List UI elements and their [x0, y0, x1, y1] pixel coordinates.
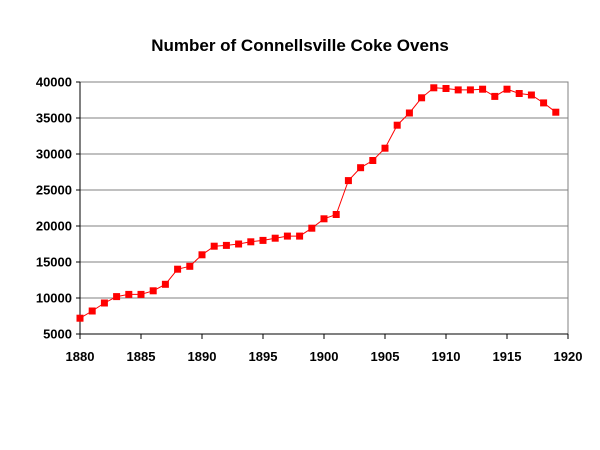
- data-point: [283, 232, 291, 240]
- y-tick-label: 30000: [36, 147, 72, 162]
- x-tick-label: 1885: [127, 349, 156, 364]
- y-tick-label: 10000: [36, 291, 72, 306]
- data-point: [186, 262, 194, 270]
- data-point: [381, 144, 389, 152]
- gridlines: [80, 81, 568, 335]
- data-point: [76, 314, 84, 322]
- data-point: [454, 86, 462, 94]
- data-point: [113, 293, 121, 301]
- x-tick-label: 1900: [310, 349, 339, 364]
- data-point: [210, 242, 218, 250]
- data-point: [88, 307, 96, 315]
- data-point: [271, 234, 279, 242]
- data-point: [174, 265, 182, 273]
- y-tick-label: 5000: [43, 327, 72, 342]
- data-point: [259, 236, 267, 244]
- x-tick-label: 1915: [493, 349, 522, 364]
- data-point: [491, 92, 499, 100]
- data-point: [161, 280, 169, 288]
- x-tick-label: 1910: [432, 349, 461, 364]
- series-line: [79, 87, 557, 319]
- data-point: [125, 290, 133, 298]
- data-point: [320, 215, 328, 223]
- x-tick-label: 1920: [554, 349, 583, 364]
- y-tick-label: 35000: [36, 111, 72, 126]
- data-point: [357, 164, 365, 172]
- x-tick-label: 1880: [66, 349, 95, 364]
- series-layer: [76, 84, 560, 322]
- data-point: [515, 90, 523, 97]
- y-tick-label: 15000: [36, 255, 72, 270]
- y-tick-label: 40000: [36, 75, 72, 90]
- data-point: [418, 94, 426, 102]
- data-point: [405, 109, 413, 117]
- x-tick-label: 1905: [371, 349, 400, 364]
- y-tick-label: 20000: [36, 219, 72, 234]
- data-point: [308, 224, 316, 232]
- data-point: [393, 121, 401, 129]
- plot-area: [79, 81, 569, 335]
- data-point: [149, 287, 157, 295]
- data-point: [344, 177, 352, 185]
- data-point: [479, 85, 487, 93]
- data-point: [137, 290, 145, 298]
- data-point: [552, 108, 560, 116]
- data-point: [100, 299, 108, 307]
- data-point: [369, 157, 377, 164]
- x-tick-label: 1890: [188, 349, 217, 364]
- data-point: [198, 251, 206, 259]
- data-point: [540, 99, 548, 107]
- axes: 5000 10000 15000 20000 25000 30000 35000 40000 1…: [36, 75, 583, 365]
- data-point: [332, 211, 340, 218]
- x-tick-label: 1895: [249, 349, 278, 364]
- y-tick-label: 25000: [36, 183, 72, 198]
- data-point: [442, 85, 450, 92]
- chart-title: Number of Connellsville Coke Ovens: [151, 36, 449, 55]
- data-point: [466, 86, 474, 94]
- data-point: [503, 85, 511, 93]
- data-point: [527, 91, 535, 99]
- data-point: [430, 84, 438, 92]
- data-point: [296, 232, 304, 240]
- data-point: [235, 240, 243, 248]
- data-point: [222, 241, 230, 249]
- data-point: [247, 238, 255, 246]
